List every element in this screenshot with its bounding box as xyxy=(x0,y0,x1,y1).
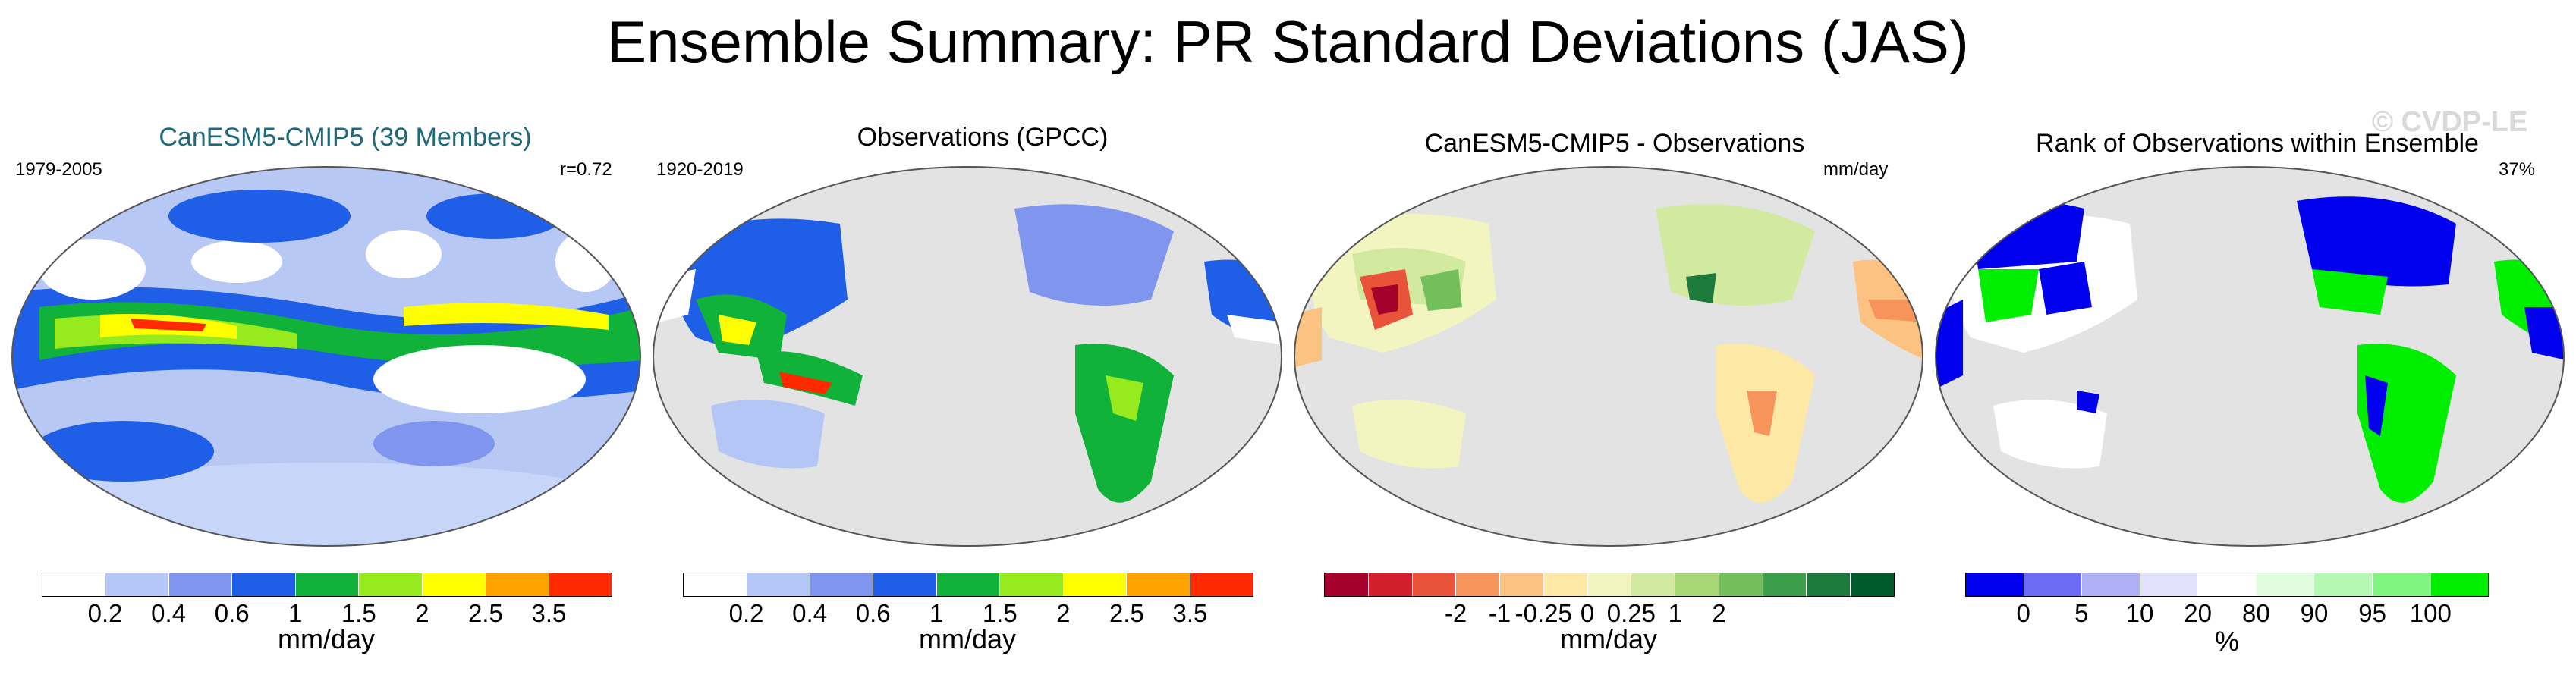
colorbar-swatch xyxy=(422,573,486,596)
colorbar-swatch xyxy=(2024,573,2083,596)
panel-3-map xyxy=(1294,166,1923,547)
colorbar-tick-label: 20 xyxy=(2184,599,2213,627)
colorbar-tick-label: 0.6 xyxy=(214,599,250,627)
colorbar-swatch xyxy=(2198,573,2257,596)
panel-3-colorbar xyxy=(1324,573,1895,597)
colorbar-swatch xyxy=(1127,573,1190,596)
colorbar-tick-label: -2 xyxy=(1444,599,1467,627)
colorbar-swatch xyxy=(1763,573,1807,596)
colorbar-swatch xyxy=(295,573,360,596)
colorbar-swatch xyxy=(1325,573,1369,596)
colorbar-swatch xyxy=(873,573,937,596)
colorbar-swatch xyxy=(2372,573,2431,596)
colorbar-swatch xyxy=(1966,573,2024,596)
panel-2-units: mm/day xyxy=(918,623,1017,654)
colorbar-swatch xyxy=(232,573,296,596)
colorbar-tick-label: 0.2 xyxy=(728,599,764,627)
colorbar-tick-label: 2 xyxy=(415,599,429,627)
colorbar-tick-label: 95 xyxy=(2358,599,2387,627)
colorbar-swatch xyxy=(168,573,233,596)
colorbar-swatch xyxy=(1412,573,1457,596)
colorbar-swatch xyxy=(936,573,1001,596)
panel-1-colorbar xyxy=(42,573,612,597)
panel-3-units: mm/day xyxy=(1559,623,1658,654)
colorbar-swatch xyxy=(2430,573,2489,596)
colorbar-swatch xyxy=(1851,573,1894,596)
colorbar-tick-label: 3.5 xyxy=(1172,599,1208,627)
colorbar-tick-label: 0.4 xyxy=(151,599,187,627)
colorbar-tick-label: 0 xyxy=(2016,599,2030,627)
colorbar-swatch xyxy=(1807,573,1851,596)
panel-2-title: Observations (GPCC) xyxy=(857,123,1109,152)
colorbar-tick-label: 1 xyxy=(288,599,303,627)
colorbar-tick-label: 90 xyxy=(2300,599,2329,627)
colorbar-swatch xyxy=(1500,573,1544,596)
panel-2-period: 1920-2019 xyxy=(656,159,744,180)
panel-2-colorbar xyxy=(683,573,1253,597)
colorbar-tick-label: 1.5 xyxy=(341,599,376,627)
colorbar-swatch xyxy=(810,573,874,596)
colorbar-swatch xyxy=(486,573,549,596)
colorbar-tick-label: 5 xyxy=(2074,599,2089,627)
colorbar-tick-label: 0 xyxy=(1580,599,1595,627)
panel-1-title: CanESM5-CMIP5 (39 Members) xyxy=(159,123,532,152)
panel-2-map xyxy=(653,166,1282,547)
figure-title: Ensemble Summary: PR Standard Deviations… xyxy=(607,8,1969,75)
colorbar-tick-label: 2.5 xyxy=(1109,599,1144,627)
panel-4-colorbar xyxy=(1965,573,2489,597)
colorbar-swatch xyxy=(1063,573,1128,596)
colorbar-swatch xyxy=(2140,573,2199,596)
colorbar-swatch xyxy=(1587,573,1632,596)
watermark: © CVDP-LE xyxy=(2372,106,2528,138)
colorbar-tick-label: 0.2 xyxy=(87,599,123,627)
panel-1-map xyxy=(11,166,641,547)
colorbar-swatch xyxy=(1543,573,1588,596)
panel-3-colorbar-ticks: -2 -1 -0.25 0 0.25 1 2 xyxy=(1324,599,1895,629)
panel-1-colorbar-ticks: 0.2 0.4 0.6 1 1.5 2 2.5 3.5 xyxy=(42,599,612,629)
colorbar-tick-label: 100 xyxy=(2409,599,2452,627)
panel-1-units: mm/day xyxy=(277,623,376,654)
colorbar-swatch xyxy=(359,573,423,596)
colorbar-swatch xyxy=(2256,573,2315,596)
panel-4-title: Rank of Observations within Ensemble xyxy=(2036,129,2479,158)
colorbar-tick-label: 1 xyxy=(929,599,944,627)
colorbar-tick-label: 0.4 xyxy=(792,599,828,627)
colorbar-swatch xyxy=(42,573,106,596)
colorbar-tick-label: -1 xyxy=(1488,599,1511,627)
panel-3-title: CanESM5-CMIP5 - Observations xyxy=(1424,129,1805,158)
colorbar-tick-label: 10 xyxy=(2125,599,2154,627)
panel-1-period: 1979-2005 xyxy=(15,159,102,180)
panel-4-map xyxy=(1935,166,2565,547)
colorbar-swatch xyxy=(549,573,612,596)
panel-3-units-label: mm/day xyxy=(1823,159,1889,180)
colorbar-swatch xyxy=(1631,573,1676,596)
colorbar-swatch xyxy=(1456,573,1501,596)
colorbar-tick-label: 80 xyxy=(2241,599,2270,627)
colorbar-swatch xyxy=(2082,573,2140,596)
colorbar-tick-label: 2 xyxy=(1056,599,1071,627)
colorbar-tick-label: 2.5 xyxy=(467,599,503,627)
panel-4-rank-percent: 37% xyxy=(2499,159,2536,180)
colorbar-swatch xyxy=(105,573,169,596)
colorbar-tick-label: 0.25 xyxy=(1606,599,1656,627)
colorbar-tick-label: 2 xyxy=(1712,599,1726,627)
colorbar-tick-label: -0.25 xyxy=(1514,599,1572,627)
panel-1-correlation: r=0.72 xyxy=(560,159,612,180)
panel-4-units: % xyxy=(2214,626,2239,657)
colorbar-swatch xyxy=(1190,573,1253,596)
panel-2-colorbar-ticks: 0.2 0.4 0.6 1 1.5 2 2.5 3.5 xyxy=(683,599,1253,629)
colorbar-swatch xyxy=(1675,573,1719,596)
colorbar-tick-label: 3.5 xyxy=(531,599,567,627)
colorbar-swatch xyxy=(684,573,747,596)
panel-4-colorbar-ticks: 0 5 10 20 80 90 95 100 xyxy=(1965,599,2489,629)
colorbar-swatch xyxy=(1000,573,1064,596)
colorbar-tick-label: 1.5 xyxy=(982,599,1018,627)
colorbar-swatch xyxy=(1368,573,1413,596)
colorbar-swatch xyxy=(747,573,810,596)
colorbar-tick-label: 0.6 xyxy=(855,599,891,627)
colorbar-swatch xyxy=(2314,573,2373,596)
colorbar-tick-label: 1 xyxy=(1668,599,1682,627)
colorbar-swatch xyxy=(1719,573,1763,596)
